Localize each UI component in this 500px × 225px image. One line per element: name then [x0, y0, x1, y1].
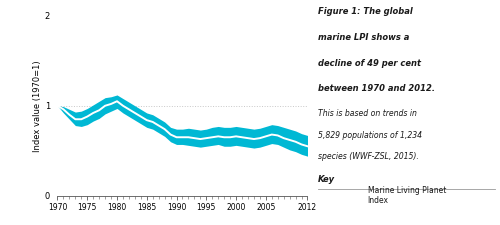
- Text: species (WWF-ZSL, 2015).: species (WWF-ZSL, 2015).: [318, 152, 418, 161]
- Text: This is based on trends in: This is based on trends in: [318, 109, 416, 118]
- Text: between 1970 and 2012.: between 1970 and 2012.: [318, 84, 434, 93]
- Text: 5,829 populations of 1,234: 5,829 populations of 1,234: [318, 130, 422, 140]
- Text: Marine Living Planet
Index: Marine Living Planet Index: [368, 186, 446, 205]
- Text: Key: Key: [318, 176, 334, 184]
- Text: Figure 1: The global: Figure 1: The global: [318, 7, 412, 16]
- Text: decline of 49 per cent: decline of 49 per cent: [318, 58, 420, 68]
- Y-axis label: Index value (1970=1): Index value (1970=1): [33, 60, 42, 152]
- Text: marine LPI shows a: marine LPI shows a: [318, 33, 409, 42]
